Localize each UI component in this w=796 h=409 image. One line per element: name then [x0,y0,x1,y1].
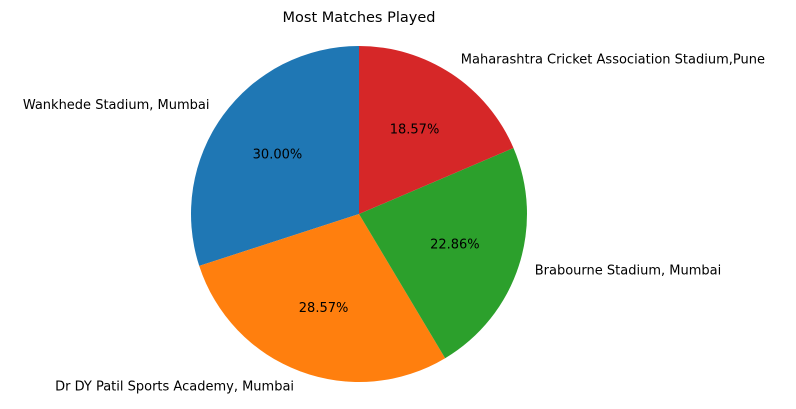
pie-slices [190,46,527,383]
percent-label: 30.00% [253,147,303,162]
category-label: Dr DY Patil Sports Academy, Mumbai [55,380,294,395]
category-label: Wankhede Stadium, Mumbai [23,98,210,113]
category-label: Maharashtra Cricket Association Stadium,… [461,52,765,67]
pie-slice-maharashtra-cricket-association-stadium-pune [359,46,514,214]
percent-label: 22.86% [430,238,480,253]
pie-slice-wankhede-stadium-mumbai [190,46,359,266]
chart-title: Most Matches Played [283,10,436,26]
percent-label: 18.57% [390,122,440,137]
category-label: Brabourne Stadium, Mumbai [535,264,721,279]
pie-slice-brabourne-stadium-mumbai [359,147,527,359]
category-labels: Wankhede Stadium, Mumbai Dr DY Patil Spor… [23,52,765,394]
pie-slice-dr-dy-patil-sports-academy-mumbai [199,214,446,383]
percent-label: 28.57% [299,301,349,316]
percent-labels: 30.00% 28.57% 22.86% 18.57% [253,122,480,315]
